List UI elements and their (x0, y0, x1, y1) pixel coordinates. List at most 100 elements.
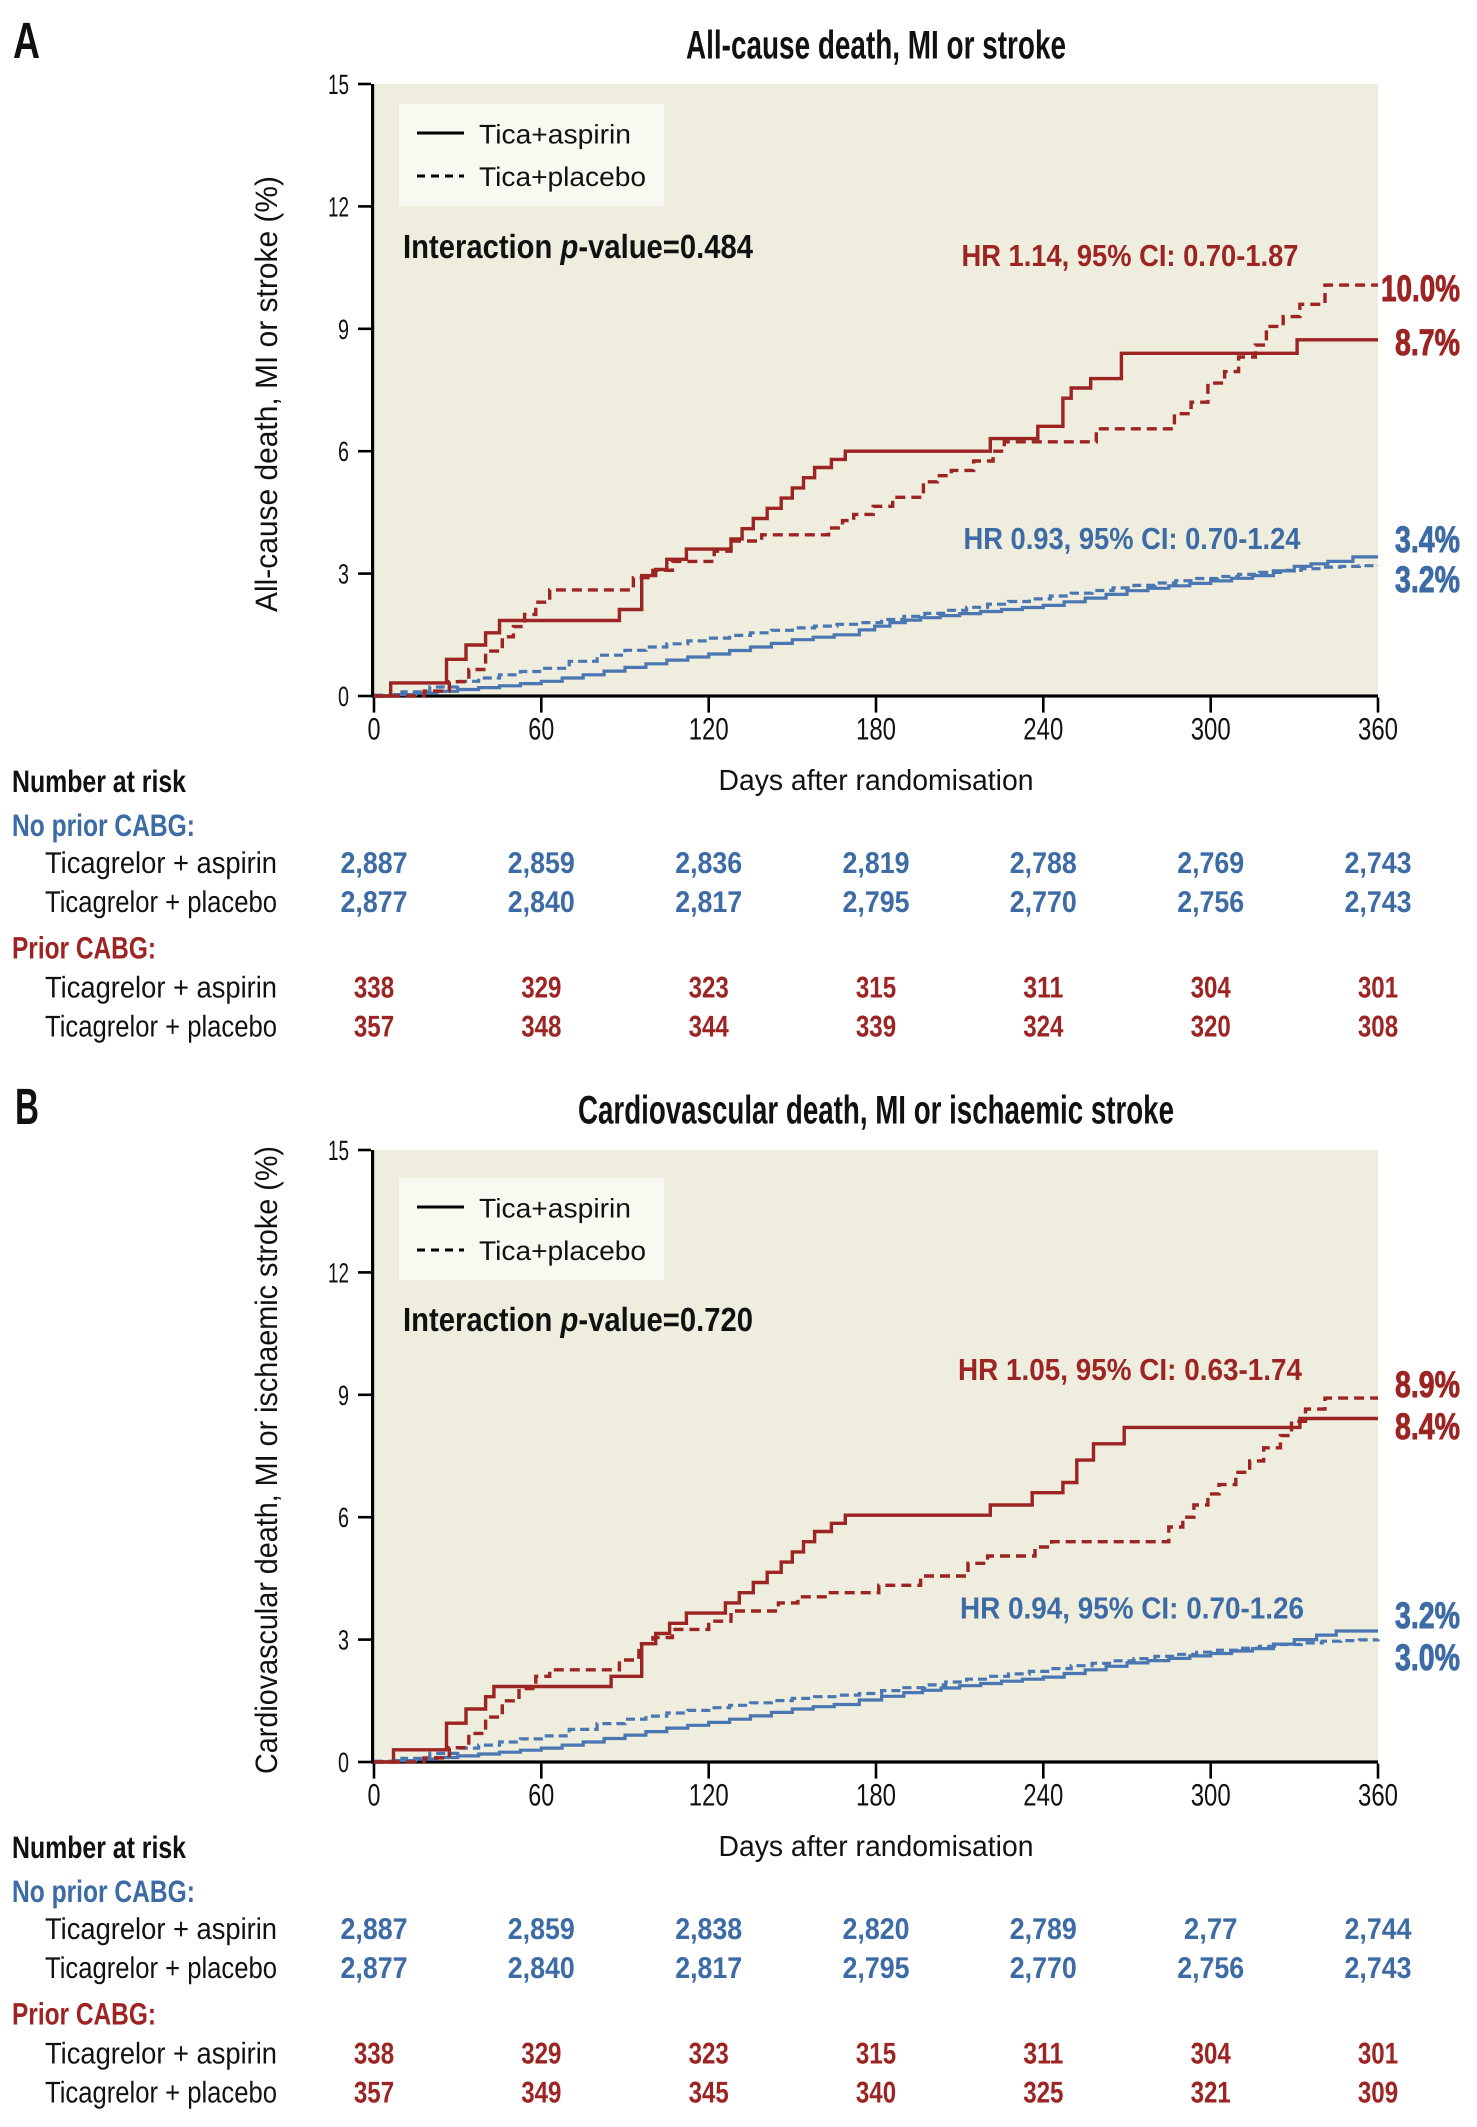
svg-text:323: 323 (689, 972, 729, 1005)
svg-text:HR 1.05, 95% CI: 0.63-1.74: HR 1.05, 95% CI: 0.63-1.74 (958, 1353, 1302, 1387)
svg-text:338: 338 (354, 2038, 394, 2071)
svg-text:360: 360 (1358, 1778, 1398, 1813)
svg-text:0: 0 (368, 712, 381, 747)
svg-text:Number at risk: Number at risk (12, 764, 187, 799)
svg-text:Days after randomisation: Days after randomisation (719, 765, 1034, 797)
svg-text:325: 325 (1023, 2077, 1063, 2110)
svg-text:2,887: 2,887 (341, 847, 408, 880)
svg-text:Tica+aspirin: Tica+aspirin (479, 120, 631, 150)
svg-text:0: 0 (368, 1778, 381, 1813)
svg-text:2,743: 2,743 (1345, 847, 1412, 880)
svg-text:Prior CABG:: Prior CABG: (12, 1997, 156, 2032)
svg-text:60: 60 (528, 712, 554, 747)
svg-text:15: 15 (328, 1135, 349, 1166)
svg-text:2,838: 2,838 (675, 1913, 742, 1946)
svg-text:315: 315 (856, 2038, 896, 2071)
svg-text:8.9%: 8.9% (1395, 1364, 1460, 1405)
svg-text:Cardiovascular death, MI or is: Cardiovascular death, MI or ischaemic st… (578, 1089, 1174, 1133)
svg-text:2,836: 2,836 (675, 847, 742, 880)
svg-text:12: 12 (328, 191, 349, 222)
svg-text:HR 1.14, 95% CI: 0.70-1.87: HR 1.14, 95% CI: 0.70-1.87 (962, 239, 1299, 273)
svg-text:311: 311 (1023, 2038, 1063, 2071)
svg-text:8.7%: 8.7% (1395, 322, 1460, 363)
svg-text:Cardiovascular death, MI or is: Cardiovascular death, MI or ischaemic st… (249, 1146, 284, 1774)
svg-text:2,789: 2,789 (1010, 1913, 1077, 1946)
svg-text:300: 300 (1191, 712, 1231, 747)
svg-text:320: 320 (1191, 1011, 1231, 1044)
svg-text:2,859: 2,859 (508, 847, 575, 880)
svg-text:180: 180 (856, 712, 896, 747)
svg-text:2,817: 2,817 (675, 886, 742, 919)
svg-text:3.2%: 3.2% (1395, 559, 1460, 600)
svg-text:15: 15 (328, 69, 349, 100)
svg-text:301: 301 (1358, 2038, 1398, 2071)
svg-text:3: 3 (338, 559, 349, 590)
svg-text:2,887: 2,887 (341, 1913, 408, 1946)
svg-text:All-cause death, MI or stroke: All-cause death, MI or stroke (%) (249, 176, 284, 612)
svg-text:301: 301 (1358, 972, 1398, 1005)
svg-text:HR 0.94, 95% CI: 0.70-1.26: HR 0.94, 95% CI: 0.70-1.26 (960, 1592, 1304, 1626)
svg-text:HR 0.93, 95% CI: 0.70-1.24: HR 0.93, 95% CI: 0.70-1.24 (964, 522, 1301, 556)
svg-text:2,877: 2,877 (341, 1952, 408, 1985)
svg-text:Prior CABG:: Prior CABG: (12, 931, 156, 966)
svg-text:Ticagrelor + placebo: Ticagrelor + placebo (45, 1952, 277, 1985)
svg-text:10.0%: 10.0% (1381, 268, 1460, 309)
svg-text:2,743: 2,743 (1345, 1952, 1412, 1985)
svg-text:Ticagrelor + placebo: Ticagrelor + placebo (45, 1011, 277, 1044)
svg-text:323: 323 (689, 2038, 729, 2071)
svg-text:304: 304 (1191, 972, 1231, 1005)
svg-text:360: 360 (1358, 712, 1398, 747)
svg-text:6: 6 (338, 1502, 349, 1533)
svg-text:2,788: 2,788 (1010, 847, 1077, 880)
svg-text:340: 340 (856, 2077, 896, 2110)
svg-text:Ticagrelor + aspirin: Ticagrelor + aspirin (45, 847, 277, 880)
svg-text:344: 344 (689, 1011, 729, 1044)
svg-text:315: 315 (856, 972, 896, 1005)
svg-text:311: 311 (1023, 972, 1063, 1005)
svg-text:2,756: 2,756 (1177, 1952, 1244, 1985)
svg-text:Ticagrelor + aspirin: Ticagrelor + aspirin (45, 1913, 277, 1946)
svg-text:120: 120 (689, 712, 729, 747)
svg-text:339: 339 (856, 1011, 896, 1044)
svg-text:357: 357 (354, 2077, 394, 2110)
svg-text:329: 329 (521, 2038, 561, 2071)
svg-text:300: 300 (1191, 1778, 1231, 1813)
svg-text:6: 6 (338, 436, 349, 467)
svg-text:338: 338 (354, 972, 394, 1005)
svg-text:324: 324 (1023, 1011, 1063, 1044)
svg-text:2,77: 2,77 (1184, 1913, 1238, 1946)
svg-text:2,795: 2,795 (843, 886, 910, 919)
svg-text:0: 0 (338, 1747, 349, 1778)
svg-text:348: 348 (521, 1011, 561, 1044)
svg-text:Tica+aspirin: Tica+aspirin (479, 1194, 631, 1224)
svg-text:B: B (15, 1078, 39, 1135)
svg-text:No prior CABG:: No prior CABG: (12, 1874, 195, 1909)
svg-text:180: 180 (856, 1778, 896, 1813)
svg-text:2,859: 2,859 (508, 1913, 575, 1946)
svg-text:Interaction p-value=0.720: Interaction p-value=0.720 (403, 1302, 753, 1339)
svg-text:345: 345 (689, 2077, 729, 2110)
svg-text:A: A (13, 12, 40, 69)
svg-text:12: 12 (328, 1257, 349, 1288)
svg-text:Ticagrelor + placebo: Ticagrelor + placebo (45, 2077, 277, 2110)
svg-text:Ticagrelor + aspirin: Ticagrelor + aspirin (45, 972, 277, 1005)
svg-text:304: 304 (1191, 2038, 1231, 2071)
svg-text:2,743: 2,743 (1345, 886, 1412, 919)
svg-text:0: 0 (338, 681, 349, 712)
svg-text:8.4%: 8.4% (1395, 1406, 1460, 1447)
svg-text:No prior CABG:: No prior CABG: (12, 808, 195, 843)
svg-text:349: 349 (521, 2077, 561, 2110)
svg-text:Interaction p-value=0.484: Interaction p-value=0.484 (403, 229, 753, 266)
svg-text:2,840: 2,840 (508, 886, 575, 919)
svg-text:2,769: 2,769 (1177, 847, 1244, 880)
svg-text:2,795: 2,795 (843, 1952, 910, 1985)
svg-text:2,819: 2,819 (843, 847, 910, 880)
svg-text:321: 321 (1191, 2077, 1231, 2110)
svg-text:2,770: 2,770 (1010, 886, 1077, 919)
svg-text:Ticagrelor + aspirin: Ticagrelor + aspirin (45, 2038, 277, 2071)
svg-text:2,817: 2,817 (675, 1952, 742, 1985)
svg-text:2,744: 2,744 (1345, 1913, 1412, 1946)
svg-text:Ticagrelor + placebo: Ticagrelor + placebo (45, 886, 277, 919)
svg-text:2,770: 2,770 (1010, 1952, 1077, 1985)
svg-text:329: 329 (521, 972, 561, 1005)
